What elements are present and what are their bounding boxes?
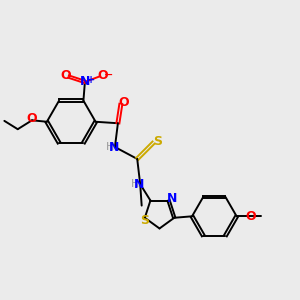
Text: +: +: [87, 75, 95, 85]
Text: −: −: [104, 70, 114, 80]
Text: N: N: [134, 178, 144, 191]
Text: O: O: [98, 70, 108, 83]
Text: O: O: [118, 96, 129, 109]
Text: N: N: [109, 140, 119, 154]
Text: H: H: [105, 142, 114, 152]
Text: O: O: [61, 70, 71, 83]
Text: S: S: [153, 135, 162, 148]
Text: N: N: [167, 192, 177, 205]
Text: S: S: [140, 214, 149, 227]
Text: N: N: [80, 75, 90, 88]
Text: H: H: [131, 179, 139, 189]
Text: O: O: [245, 210, 256, 223]
Text: O: O: [27, 112, 37, 125]
